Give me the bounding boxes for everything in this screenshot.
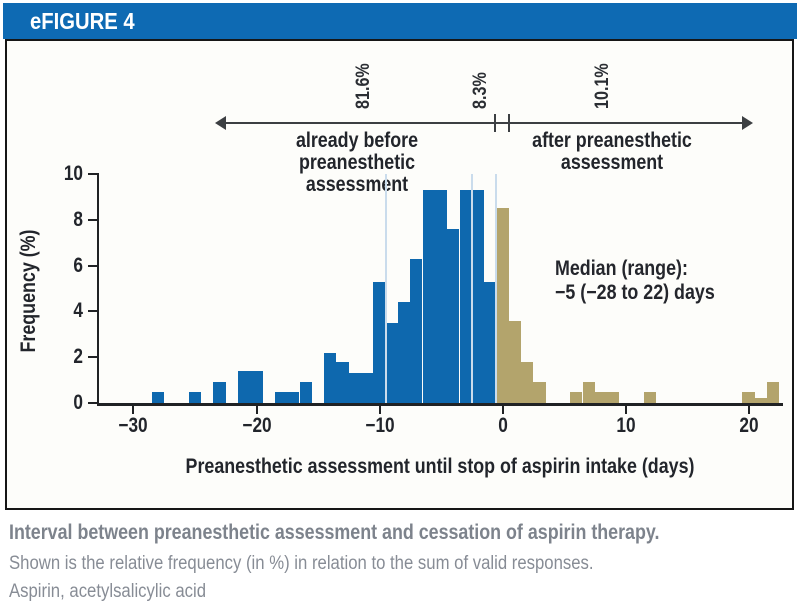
histogram-bar bbox=[397, 302, 411, 403]
figure-caption: Interval between preanesthetic assessmen… bbox=[9, 521, 797, 603]
range-arrow-line bbox=[222, 122, 745, 124]
bar-separator bbox=[495, 174, 498, 403]
histogram-bar bbox=[373, 281, 386, 403]
before-assessment-label: already before preanesthetic assessment bbox=[295, 129, 419, 196]
histogram-bar bbox=[447, 229, 460, 403]
x-tick-label: 20 bbox=[739, 414, 759, 437]
x-tick-label: −10 bbox=[364, 414, 395, 437]
histogram-bar bbox=[644, 391, 657, 403]
histogram-bar bbox=[594, 391, 608, 403]
histogram-bar bbox=[582, 382, 595, 403]
x-axis-tick bbox=[132, 403, 135, 414]
y-tick-label: 8 bbox=[73, 207, 83, 231]
range-break-tick bbox=[508, 114, 510, 132]
x-axis-tick bbox=[624, 403, 627, 414]
histogram-bar bbox=[508, 320, 521, 403]
bar-separator bbox=[384, 174, 387, 403]
histogram-bar bbox=[607, 391, 620, 403]
histogram-bar bbox=[754, 398, 767, 403]
histogram-bar bbox=[434, 190, 448, 403]
after-assessment-label: after preanesthetic assessment bbox=[532, 129, 692, 174]
bar-separator bbox=[470, 174, 473, 403]
histogram-bar bbox=[287, 391, 300, 403]
histogram-bar bbox=[250, 370, 263, 403]
y-tick-label: 2 bbox=[73, 345, 83, 369]
histogram-bar bbox=[484, 281, 497, 403]
median-annotation: Median (range): −5 (−28 to 22) days bbox=[555, 257, 715, 304]
pct-after-label: 10.1% bbox=[592, 63, 613, 109]
x-axis-tick bbox=[255, 403, 258, 414]
x-axis-tick bbox=[378, 403, 381, 414]
histogram-bar bbox=[410, 258, 423, 403]
pct-zero-label: 8.3% bbox=[470, 72, 491, 109]
y-axis-tick bbox=[88, 264, 99, 267]
histogram-bar bbox=[459, 190, 472, 403]
histogram-bar bbox=[422, 190, 435, 403]
figure-title: eFIGURE 4 bbox=[30, 7, 135, 34]
x-tick-label: −20 bbox=[241, 414, 272, 437]
y-axis-tick bbox=[88, 402, 99, 404]
x-axis-title: Preanesthetic assessment until stop of a… bbox=[185, 455, 695, 478]
histogram-bar bbox=[471, 190, 485, 403]
figure-box: 81.6% 8.3% 10.1% already before preanest… bbox=[5, 39, 794, 510]
x-axis-tick bbox=[747, 403, 750, 414]
arrowhead-right-icon bbox=[742, 116, 753, 130]
histogram-bar bbox=[521, 361, 534, 403]
y-tick-label: 4 bbox=[73, 299, 83, 323]
histogram-bar bbox=[361, 373, 374, 403]
y-tick-label: 6 bbox=[73, 253, 83, 277]
histogram-bar bbox=[238, 370, 251, 403]
y-axis-tick bbox=[88, 218, 99, 221]
histogram-bar bbox=[767, 382, 780, 403]
y-tick-label: 10 bbox=[63, 162, 83, 185]
y-axis-tick bbox=[88, 310, 99, 313]
histogram-bar bbox=[324, 352, 337, 403]
y-axis-tick bbox=[88, 356, 99, 359]
histogram-plot: −30 −20 −10 0 10 20 0 2 4 6 8 10 bbox=[64, 162, 783, 437]
histogram-bar bbox=[533, 382, 546, 403]
figure-header-bar: eFIGURE 4 bbox=[3, 3, 797, 39]
histogram-bar bbox=[274, 391, 288, 403]
histogram-bar bbox=[151, 391, 165, 403]
arrowhead-left-icon bbox=[215, 116, 226, 130]
y-axis-title: Frequency (%) bbox=[17, 229, 40, 353]
histogram-bar bbox=[299, 382, 312, 403]
histogram-bar bbox=[570, 391, 583, 403]
x-tick-label: 0 bbox=[497, 414, 508, 437]
caption-line: Aspirin, acetylsalicylic acid bbox=[9, 581, 206, 602]
histogram-bar bbox=[496, 208, 509, 403]
x-tick-label: −30 bbox=[118, 414, 149, 437]
y-tick-label: 0 bbox=[73, 391, 83, 414]
y-axis-tick bbox=[88, 173, 99, 175]
histogram-bar bbox=[188, 391, 202, 403]
x-tick-label: 10 bbox=[615, 414, 636, 437]
histogram-bar bbox=[742, 391, 755, 403]
histogram-bar bbox=[385, 322, 398, 403]
caption-line: Shown is the relative frequency (in %) i… bbox=[9, 553, 594, 574]
caption-title: Interval between preanesthetic assessmen… bbox=[9, 521, 660, 544]
pct-before-label: 81.6% bbox=[353, 63, 374, 109]
histogram-bar bbox=[213, 382, 226, 403]
histogram-bar bbox=[336, 361, 349, 403]
range-break-tick bbox=[494, 114, 496, 132]
histogram-bar bbox=[348, 373, 361, 403]
x-axis-tick bbox=[501, 403, 504, 414]
